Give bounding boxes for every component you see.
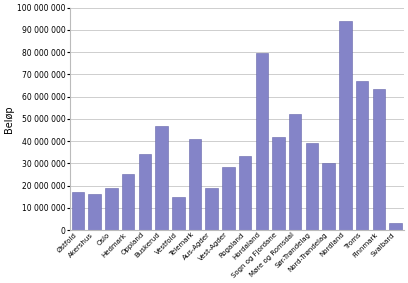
Bar (155, 126, 168, 230)
Bar (122, 174, 134, 230)
Bar (72, 192, 84, 230)
Bar (172, 197, 184, 230)
Bar (389, 223, 402, 230)
Bar (105, 188, 118, 230)
Bar (339, 21, 352, 230)
Bar (139, 155, 151, 230)
Bar (322, 163, 335, 230)
Bar (356, 81, 368, 230)
Bar (222, 167, 235, 230)
Bar (205, 188, 218, 230)
Bar (89, 194, 101, 230)
Bar (255, 53, 268, 230)
Bar (272, 137, 285, 230)
Bar (289, 114, 302, 230)
Bar (188, 139, 201, 230)
Bar (239, 156, 251, 230)
Y-axis label: Beløp: Beløp (4, 105, 14, 133)
Bar (373, 89, 385, 230)
Bar (306, 143, 318, 230)
